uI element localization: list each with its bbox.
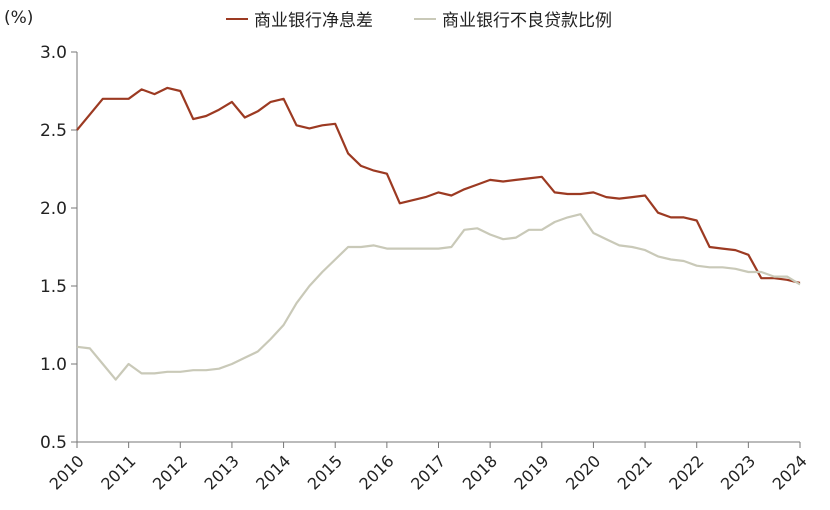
series-line-net-interest-margin	[76, 86, 801, 284]
legend-item-npl-ratio: 商业银行不良贷款比例	[414, 6, 612, 31]
y-tick-label: 0.5	[40, 433, 67, 453]
x-tick-label: 2011	[97, 451, 139, 493]
y-unit-label: (%)	[4, 8, 34, 28]
x-tick-label: 2014	[252, 451, 294, 493]
y-tick-label: 2.5	[40, 121, 67, 141]
x-tick-label: 2023	[717, 451, 759, 493]
x-tick-label: 2013	[201, 451, 243, 493]
series-line-npl-ratio	[76, 213, 801, 381]
x-tick-label: 2022	[665, 451, 707, 493]
legend: 商业银行净息差 商业银行不良贷款比例	[0, 2, 830, 31]
x-tick-label: 2010	[46, 451, 88, 493]
x-tick-label: 2012	[149, 451, 191, 493]
legend-label-npl-ratio: 商业银行不良贷款比例	[442, 11, 612, 31]
y-tick-label: 1.5	[40, 277, 67, 297]
legend-swatch-npl-ratio	[414, 17, 436, 20]
x-tick-label: 2021	[614, 451, 656, 493]
legend-label-net-interest-margin: 商业银行净息差	[254, 11, 373, 31]
legend-item-net-interest-margin: 商业银行净息差	[226, 6, 373, 31]
y-tick-label: 1.0	[40, 355, 67, 375]
x-tick-label: 2020	[562, 451, 604, 493]
y-tick-label: 3.0	[40, 43, 67, 63]
x-tick-label: 2019	[510, 451, 552, 493]
x-tick-label: 2024	[769, 451, 811, 493]
x-tick-label: 2017	[407, 451, 449, 493]
legend-swatch-net-interest-margin	[226, 17, 248, 20]
y-tick-label: 2.0	[40, 199, 67, 219]
x-tick-label: 2016	[355, 451, 397, 493]
x-tick-label: 2015	[304, 451, 346, 493]
x-tick-label: 2018	[459, 451, 501, 493]
